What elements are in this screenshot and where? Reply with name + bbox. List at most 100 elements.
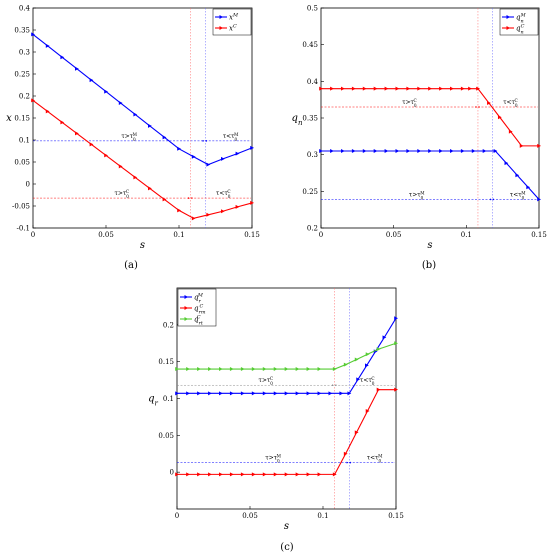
panel-b-data-point (373, 86, 378, 91)
panel-c-data-point (382, 335, 387, 340)
panel-a-ytick-label: 0 (26, 181, 30, 189)
panel-c-data-point (394, 341, 398, 346)
panel-b-xtick-label: 0.1 (461, 231, 472, 239)
panel-b-data-point (395, 149, 400, 153)
panel-a-data-point (31, 32, 35, 37)
panel-b-data-point (537, 143, 541, 148)
panel-c-data-point (251, 472, 256, 477)
panel-c-ytick-label: 0.1 (163, 395, 174, 403)
panel-c: 0 0.05 0.1 0.15 0 0.05 0.1 0.15 0.2 s qr τ>τ0C τ<τ0C… (148, 287, 404, 553)
panel-b-data-point (497, 115, 502, 120)
panel-c-data-point (273, 391, 278, 396)
panel-a-annotation-text: τ>τ0C (115, 189, 130, 199)
panel-a-data-point (148, 186, 152, 191)
panel-b-legend-entry: qnC (516, 24, 525, 36)
panel-c-legend-entry: qrM (194, 293, 204, 305)
panel-c-data-point (317, 391, 322, 396)
panel-a-data-point (191, 154, 196, 159)
panel-a-ytick-label: 0.2 (19, 93, 30, 101)
panel-c-data-point (273, 367, 278, 372)
panel-a-data-point (221, 209, 225, 214)
panel-c-data-point (208, 367, 212, 372)
panel-c-xlabel: s (284, 521, 289, 532)
panel-a-legend: xM xC (212, 8, 252, 36)
panel-a-series-line-1 (32, 99, 253, 219)
panel-c-ytick-label: 0.15 (158, 358, 174, 366)
panel-b-annotation-text: τ>τ0C (402, 98, 417, 108)
panel-a-xtick-label: 0.15 (244, 231, 260, 239)
panel-a-data-point (104, 89, 108, 94)
panel-b-data-point (406, 86, 411, 91)
panel-c-data-point (208, 472, 212, 477)
panel-a-ytick-label: -0.1 (17, 225, 31, 233)
panel-c-series-line-0 (177, 317, 397, 394)
panel-b-data-point (351, 149, 356, 153)
panel-b-data-point (406, 149, 411, 153)
panel-c-legend-entry: qrtC (194, 315, 203, 327)
panel-c-data-point (229, 472, 234, 477)
panel-a-data-point (177, 208, 181, 213)
panel-b-data-point (373, 149, 378, 153)
panel-a-legend-marker (219, 26, 223, 30)
panel-c-data-point (394, 387, 398, 392)
panel-c-data-point (251, 391, 256, 396)
panel-a-plot-area: 0 0.05 0.1 0.15 -0.1 -0.05 0 0.05 0.1 0.15 0.2 0.25… (6, 5, 260, 252)
panel-a-data-point (206, 212, 211, 217)
panel-c-legend-marker (184, 306, 188, 310)
panel-b-data-point (439, 86, 443, 91)
panel-a-data-point (191, 216, 196, 221)
panel-b-data-point (450, 149, 454, 153)
panel-c-data-point (273, 472, 278, 477)
panel-b-data-point (384, 86, 389, 91)
panel-c-xtick-label: 0.15 (388, 512, 404, 520)
panel-c-data-point (240, 472, 245, 477)
panel-c-data-point (339, 391, 344, 396)
panel-a-xtick-label: 0.1 (173, 231, 184, 239)
panel-a-data-point (104, 153, 108, 158)
panel-b-data-point (508, 129, 513, 134)
panel-b-ytick-label: 0.2 (307, 225, 318, 233)
panel-c-data-point (376, 387, 381, 392)
panel-b-data-point (362, 86, 367, 91)
panel-a-data-point (221, 156, 225, 161)
panel-c-data-point (365, 363, 369, 368)
panel-a-ytick-label: 0.05 (14, 159, 30, 167)
panel-b-data-point (493, 149, 498, 153)
panel-c-data-point (295, 391, 300, 396)
panel-c-data-point (306, 391, 311, 396)
panel-a-ytick-label: 0.1 (19, 137, 30, 145)
panel-a-data-point (177, 146, 181, 151)
panel-b-data-point (526, 185, 531, 190)
panel-b-data-point (439, 149, 443, 153)
panel-c-data-point (219, 367, 223, 372)
panel-a-axes-frame (32, 7, 253, 229)
panel-b-ytick-label: 0.45 (302, 41, 318, 49)
panel-a-data-point (60, 55, 65, 60)
panel-a-data-point (206, 162, 211, 167)
panel-c-plot-area: 0 0.05 0.1 0.15 0 0.05 0.1 0.15 0.2 s qr τ>τ0C τ<τ0C… (148, 287, 404, 532)
panel-a-ytick-label: -0.05 (12, 203, 30, 211)
panel-b-data-point (460, 86, 465, 91)
panel-c-legend-entry: qrmC (194, 304, 206, 316)
panel-c-data-point (306, 367, 311, 372)
panel-b-data-point (341, 86, 345, 91)
panel-c-ytick-label: 0.05 (158, 432, 174, 440)
panel-c-data-point (284, 391, 289, 396)
panel-b-data-point (341, 149, 345, 153)
panel-c-data-point (317, 367, 322, 372)
panel-b-data-point (428, 149, 432, 153)
panel-a-data-point (89, 78, 94, 83)
panel-c-data-point (354, 430, 359, 435)
panel-b-data-point (319, 86, 323, 91)
panel-a-annotation-text: τ<τ0C (216, 189, 231, 199)
panel-c-data-point (229, 391, 234, 396)
panel-b: 0 0.05 0.1 0.15 0.2 0.25 0.3 0.35 0.4 0.45 0.5 s qn τ… (292, 5, 547, 272)
panel-a-data-point (118, 164, 123, 169)
panel-c-data-point (347, 391, 352, 396)
panel-c-ylabel: qr (148, 394, 158, 408)
panel-a-data-point (118, 101, 123, 106)
panel-a-ytick-label: 0.15 (14, 115, 30, 123)
panel-b-xlabel: s (427, 240, 432, 251)
panel-b-legend-marker (506, 26, 510, 30)
